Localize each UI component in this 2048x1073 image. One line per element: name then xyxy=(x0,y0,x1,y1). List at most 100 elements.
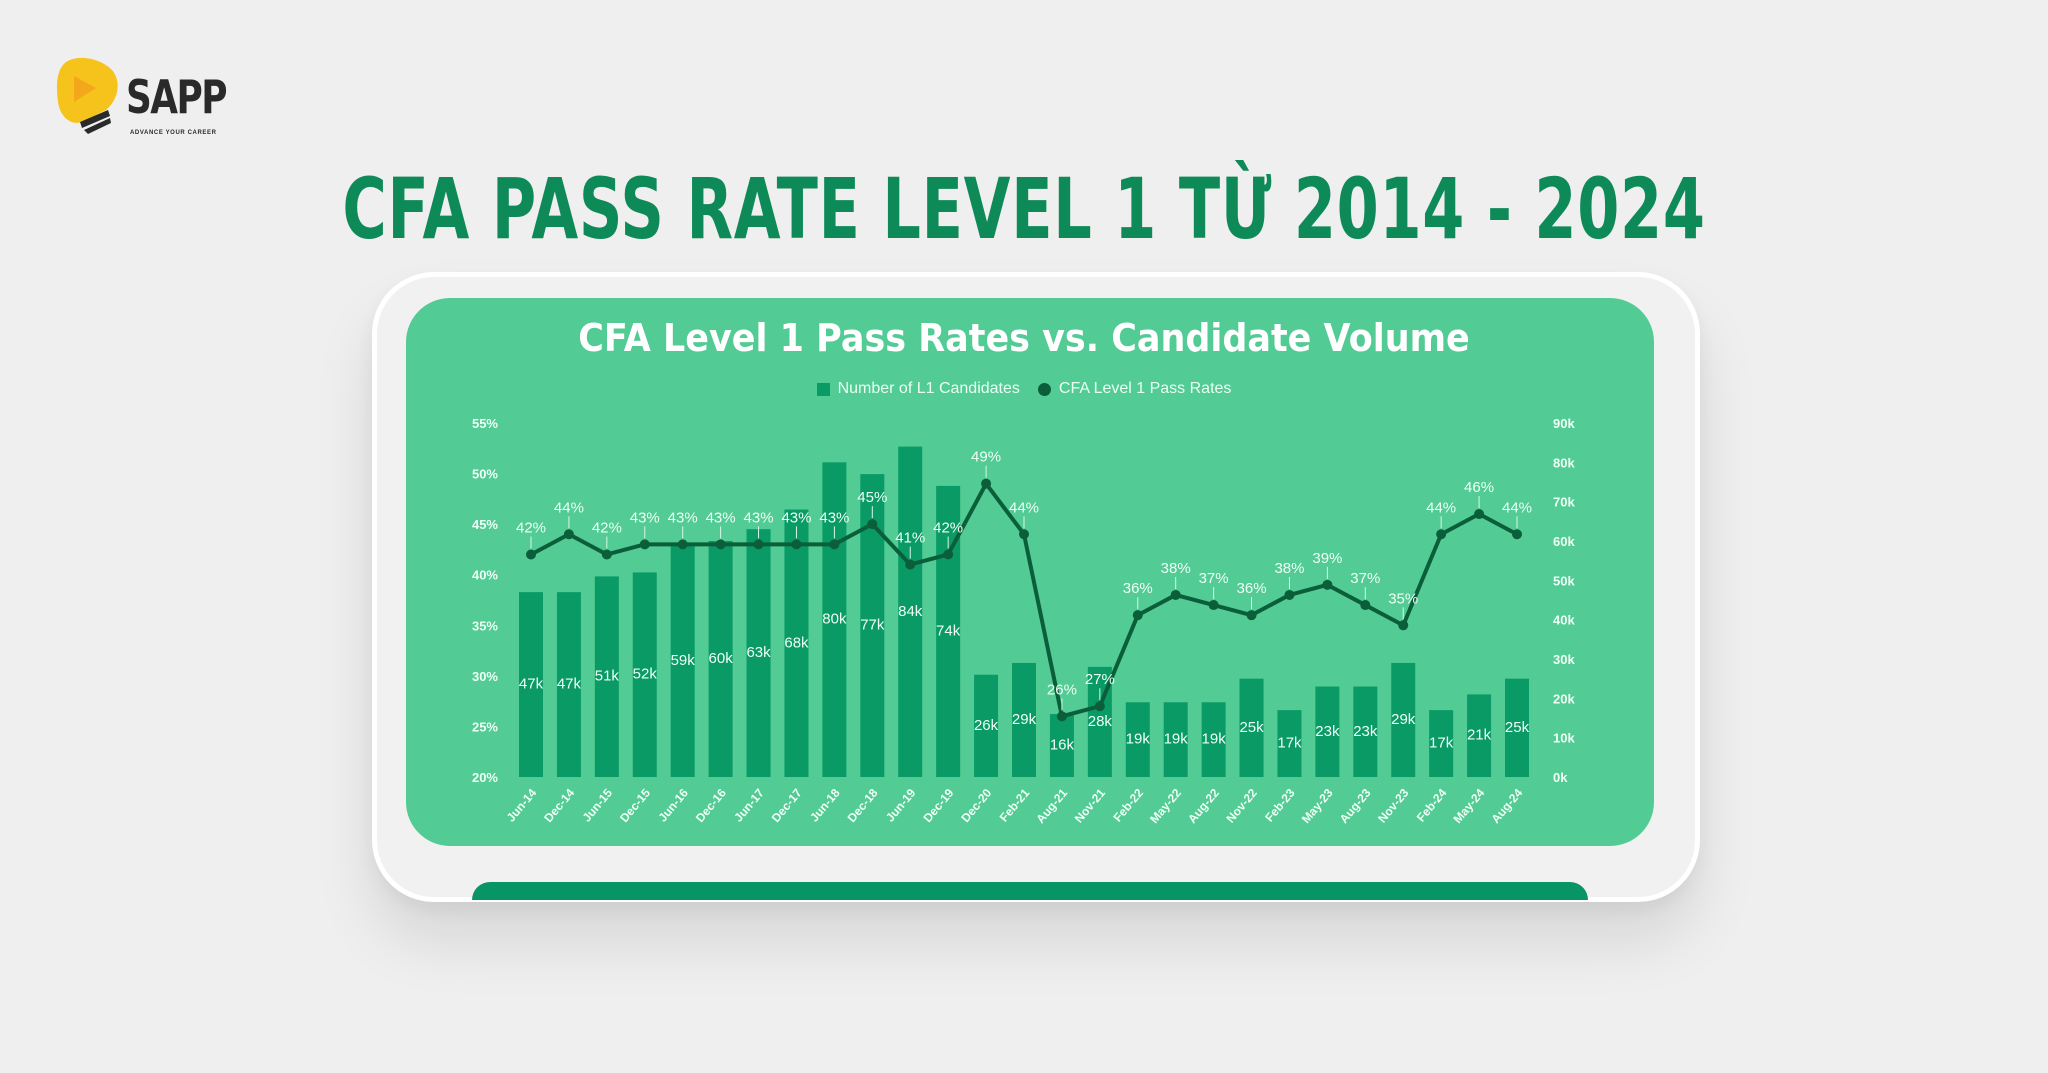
x-axis-tick: Jun-16 xyxy=(655,786,691,825)
left-axis-tick: 40% xyxy=(472,568,498,583)
pass-rate-point xyxy=(981,478,992,489)
pass-rate-point xyxy=(1246,610,1257,621)
legend-label: Number of L1 Candidates xyxy=(837,380,1020,397)
chart-legend: Number of L1 Candidates CFA Level 1 Pass… xyxy=(0,380,2048,398)
x-axis-tick: Jun-14 xyxy=(504,786,540,825)
pass-rate-point xyxy=(943,549,954,560)
x-axis-tick: Jun-17 xyxy=(731,786,767,825)
bar-value-label: 60k xyxy=(709,650,734,667)
left-axis-tick: 25% xyxy=(472,719,498,734)
sapp-logo: SAPP ADVANCE YOUR CAREER xyxy=(56,56,236,146)
bar-value-label: 74k xyxy=(936,622,961,639)
pass-rate-point xyxy=(1436,529,1447,540)
right-axis-tick: 10k xyxy=(1553,731,1575,746)
x-axis-tick: Dec-17 xyxy=(769,786,805,825)
bar xyxy=(822,462,847,777)
legend-item-pass-rates: CFA Level 1 Pass Rates xyxy=(1037,380,1232,398)
x-axis: Jun-14 Dec-14 Jun-15 Dec-15 Jun-16 Dec-16 Jun-… xyxy=(504,786,1526,826)
right-axis-tick: 20k xyxy=(1553,691,1575,706)
bar-value-label: 17k xyxy=(1429,735,1454,752)
sapp-wordmark: SAPP xyxy=(126,70,228,124)
x-axis-tick: Dec-16 xyxy=(693,786,729,825)
bar xyxy=(1163,702,1188,777)
left-axis-tick: 35% xyxy=(472,618,498,633)
pass-rate-point xyxy=(601,549,612,560)
bar xyxy=(746,529,771,777)
bar-value-label: 26k xyxy=(974,717,999,734)
bar xyxy=(556,592,581,777)
pass-rate-label: 36% xyxy=(1237,580,1267,597)
bar xyxy=(974,674,999,777)
right-axis-tick: 50k xyxy=(1553,573,1575,588)
bar-value-label: 17k xyxy=(1277,735,1302,752)
pass-rate-label: 42% xyxy=(516,519,546,536)
right-axis-tick: 70k xyxy=(1553,495,1575,510)
pass-rate-label: 38% xyxy=(1274,560,1304,577)
right-axis-tick: 90k xyxy=(1553,416,1575,431)
pass-rate-point xyxy=(1132,610,1143,621)
pass-rate-label: 35% xyxy=(1388,590,1418,607)
right-axis-tick: 0k xyxy=(1553,770,1568,785)
pass-rate-label: 44% xyxy=(1502,499,1532,516)
pass-rate-label: 41% xyxy=(895,530,925,547)
x-axis-tick: Feb-21 xyxy=(997,786,1033,825)
x-axis-tick: Dec-18 xyxy=(845,786,881,825)
legend-item-candidates: Number of L1 Candidates xyxy=(816,380,1020,398)
pass-rate-point xyxy=(715,539,726,550)
bar-value-label: 47k xyxy=(519,676,544,693)
legend-label: CFA Level 1 Pass Rates xyxy=(1058,380,1232,397)
left-y-axis: 20% 25% 30% 35% 40% 45% 50% 55% xyxy=(472,416,498,785)
pass-rate-point xyxy=(563,529,574,540)
right-axis-tick: 60k xyxy=(1553,534,1575,549)
x-axis-tick: Dec-14 xyxy=(541,786,577,825)
pass-rate-point xyxy=(867,519,878,530)
chart-title: CFA Level 1 Pass Rates vs. Candidate Vol… xyxy=(578,316,1470,360)
bar-value-label: 23k xyxy=(1353,723,1378,740)
pass-rate-label: 49% xyxy=(971,449,1001,466)
bar xyxy=(1467,694,1492,777)
pass-rate-label: 38% xyxy=(1161,560,1191,577)
bar-value-label: 84k xyxy=(898,603,923,620)
bar xyxy=(1429,710,1454,777)
bar xyxy=(784,509,809,777)
bar-value-label: 16k xyxy=(1050,737,1075,754)
bar-value-label: 25k xyxy=(1239,719,1264,736)
right-y-axis: 0k 10k 20k 30k 40k 50k 60k 70k 80k 90k xyxy=(1553,416,1575,785)
pass-rate-point xyxy=(677,539,688,550)
bar-value-label: 68k xyxy=(784,634,809,651)
left-axis-tick: 55% xyxy=(472,416,498,431)
x-axis-tick: Dec-20 xyxy=(958,786,994,825)
decorative-shelf xyxy=(472,882,1588,900)
bar-value-label: 29k xyxy=(1012,711,1037,728)
bar-value-label: 19k xyxy=(1164,731,1189,748)
pass-rate-point xyxy=(1512,529,1522,540)
line-series-pass-rates: 42% 44% 42% 43% 43% 43% 43% 43% 43% 45% 41% 42% 49% 4… xyxy=(516,449,1532,722)
sapp-lightbulb-play-icon xyxy=(56,57,118,134)
bar xyxy=(708,541,733,777)
pass-rate-label: 36% xyxy=(1123,580,1153,597)
x-axis-tick: May-23 xyxy=(1299,786,1336,826)
bar-value-label: 19k xyxy=(1202,731,1227,748)
bar xyxy=(1353,686,1378,777)
pass-rate-label: 46% xyxy=(1464,479,1494,496)
x-axis-tick: Jun-15 xyxy=(580,786,616,825)
pass-rate-point xyxy=(526,549,536,560)
bar xyxy=(936,485,961,777)
legend-circle-icon xyxy=(1037,382,1051,396)
bar xyxy=(1277,710,1302,777)
right-axis-tick: 80k xyxy=(1553,455,1575,470)
bar-value-label: 77k xyxy=(860,617,885,634)
right-axis-tick: 30k xyxy=(1553,652,1575,667)
pass-rate-label: 43% xyxy=(630,509,660,526)
x-axis-tick: Jun-19 xyxy=(883,786,919,825)
x-axis-tick: Feb-23 xyxy=(1262,786,1298,825)
pass-rate-point xyxy=(1360,600,1371,611)
pass-rate-point xyxy=(639,539,650,550)
bar-value-label: 63k xyxy=(746,644,771,661)
x-axis-tick: Aug-24 xyxy=(1488,786,1525,826)
pass-rate-point xyxy=(829,539,840,550)
pass-rate-point xyxy=(1284,589,1295,600)
pass-rate-label: 26% xyxy=(1047,681,1077,698)
pass-rate-label: 44% xyxy=(1426,499,1456,516)
bar-value-label: 19k xyxy=(1126,731,1151,748)
